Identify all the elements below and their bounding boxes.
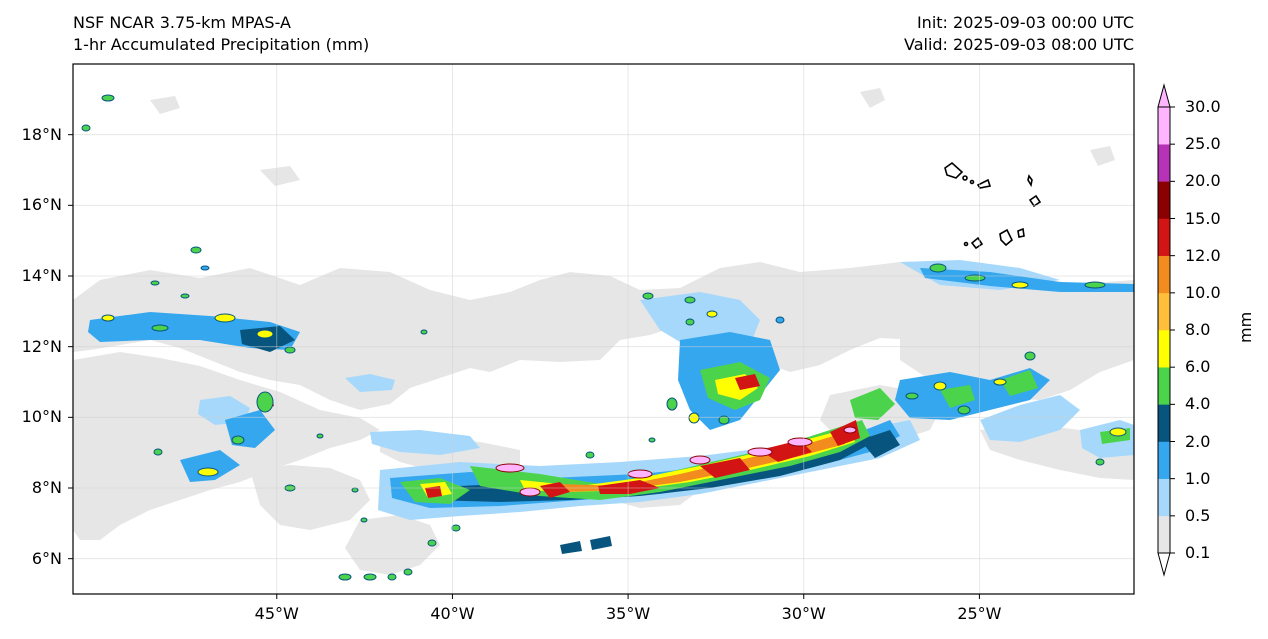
colorbar-tick-label: 8.0 — [1185, 320, 1211, 339]
lat-tick-label: 10°N — [21, 407, 62, 427]
lat-tick-label: 14°N — [21, 266, 62, 285]
lon-tick-label: 40°W — [430, 604, 475, 623]
colorbar-segment — [1158, 478, 1170, 517]
field-title: 1-hr Accumulated Precipitation (mm) — [73, 35, 370, 54]
colorbar-tick-label: 2.0 — [1185, 431, 1211, 451]
colorbar-segment — [1158, 441, 1170, 479]
lat-tick-label: 8°N — [31, 478, 62, 497]
lat-tick-label: 18°N — [21, 124, 62, 144]
colorbar-extend-min — [1157, 552, 1171, 577]
colorbar-tick-label: 0.1 — [1185, 543, 1211, 562]
colorbar-unit-label: mm — [1236, 311, 1255, 343]
orange-precip-areas — [560, 434, 845, 492]
colorbar-segment — [1158, 255, 1170, 294]
colorbar-tick-label: 30.0 — [1185, 97, 1221, 116]
valid-time: Valid: 2025-09-03 08:00 UTC — [903, 35, 1134, 54]
colorbar-tick-label: 25.0 — [1185, 134, 1221, 154]
lat-tick-label: 16°N — [21, 195, 62, 215]
colorbar-segment — [1158, 404, 1170, 442]
colorbar — [1157, 83, 1175, 577]
map-gridlines — [73, 64, 1134, 594]
colorbar-segment — [1158, 367, 1170, 405]
axis-tick-marks — [68, 134, 980, 599]
lon-tick-label: 35°W — [605, 604, 651, 623]
colorbar-segment — [1158, 144, 1170, 182]
colorbar-tick-label: 10.0 — [1185, 282, 1221, 302]
pink-precip-cores — [495, 426, 857, 497]
colorbar-tick-label: 1.0 — [1185, 468, 1211, 488]
map-frame — [72, 63, 1135, 595]
lon-tick-label: 45°W — [254, 604, 299, 623]
colorbar-segment — [1158, 515, 1170, 554]
lat-tick-label: 6°N — [31, 548, 62, 568]
colorbar-tick-label: 4.0 — [1185, 394, 1211, 414]
model-title: NSF NCAR 3.75-km MPAS-A — [73, 13, 291, 32]
colorbar-tick-label: 6.0 — [1185, 357, 1211, 377]
lon-tick-label: 30°W — [781, 604, 826, 623]
colorbar-segment — [1158, 218, 1170, 256]
colorbar-extend-max — [1157, 83, 1171, 108]
colorbar-tick-label: 12.0 — [1185, 245, 1221, 265]
init-time: Init: 2025-09-03 00:00 UTC — [916, 13, 1134, 32]
lat-tick-label: 12°N — [21, 336, 62, 356]
colorbar-tick-label: 0.5 — [1185, 505, 1211, 525]
colorbar-segment — [1158, 330, 1170, 368]
scattered-convective-cells — [81, 94, 1127, 581]
colorbar-segment — [1158, 292, 1170, 331]
colorbar-segment — [1158, 107, 1170, 145]
colorbar-tick-label: 20.0 — [1185, 171, 1221, 191]
colorbar-segment — [1158, 181, 1170, 219]
lon-tick-label: 25°W — [957, 604, 1002, 623]
colorbar-tick-label: 15.0 — [1185, 208, 1221, 228]
